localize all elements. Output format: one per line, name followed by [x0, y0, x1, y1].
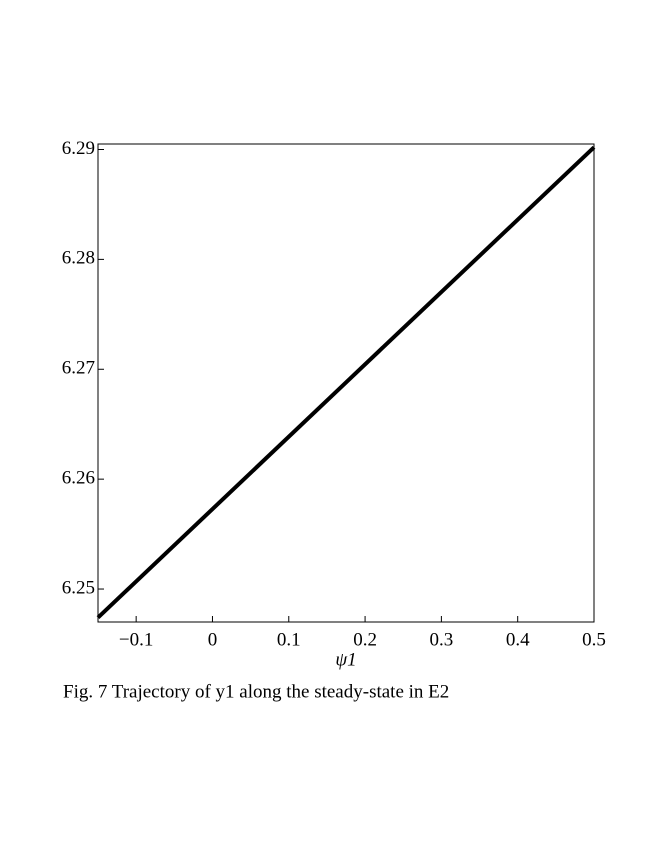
- x-tick-label: 0.3: [430, 629, 454, 650]
- y-tick-label: 6.27: [62, 358, 95, 379]
- x-tick-label: 0: [208, 629, 218, 650]
- x-tick-label: 0.5: [582, 629, 606, 650]
- y-tick-label: 6.25: [62, 577, 95, 598]
- x-tick-label: −0.1: [119, 629, 153, 650]
- x-tick-label: 0.2: [353, 629, 377, 650]
- x-axis-label: ψ1: [335, 649, 356, 670]
- plot-frame: [97, 143, 595, 623]
- data-line: [96, 145, 596, 620]
- x-tick-label: 0.4: [506, 629, 530, 650]
- x-tick-label: 0.1: [277, 629, 301, 650]
- y-tick-label: 6.28: [62, 248, 95, 269]
- y-tick-label: 6.29: [62, 138, 95, 159]
- caption: Fig. 7 Trajectory of y1 along the steady…: [63, 681, 449, 702]
- y-tick-label: 6.26: [62, 468, 95, 489]
